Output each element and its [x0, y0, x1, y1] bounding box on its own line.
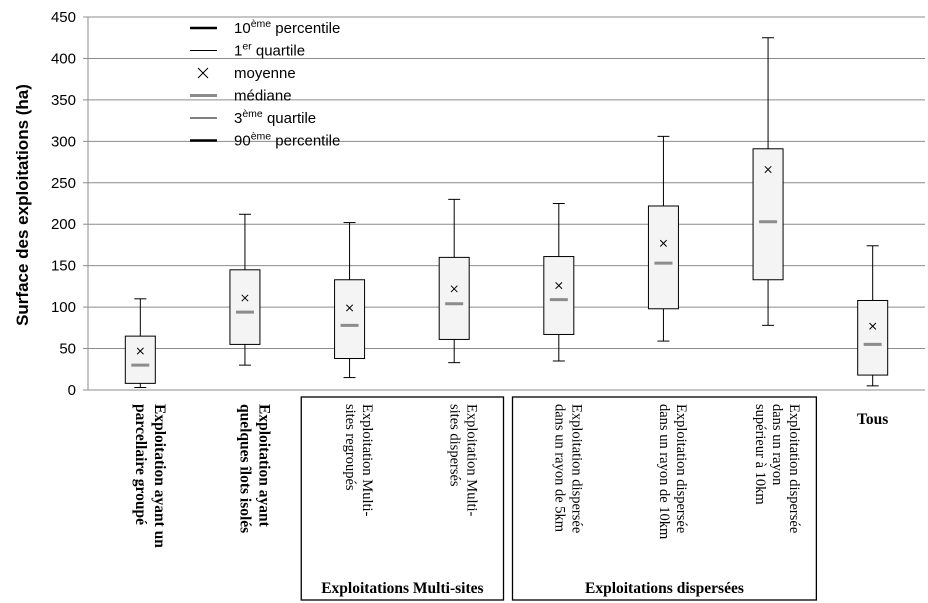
legend-label: médiane	[234, 88, 292, 105]
legend-item-p90: 90ème percentile	[190, 131, 340, 150]
legend-label: 1er quartile	[234, 41, 305, 60]
group-border	[511, 396, 818, 601]
box-4	[543, 203, 575, 362]
legend-item-p10: 10ème percentile	[190, 18, 340, 37]
mean-mark	[136, 347, 144, 355]
category-label-line: Exploitation ayant	[255, 404, 272, 528]
y-tick-label: 350	[51, 92, 76, 109]
category-label-3: Exploitation Multi-sites dispersés	[447, 404, 480, 517]
box-3	[438, 198, 470, 364]
iqr-box	[229, 269, 261, 345]
group-label: Exploitations Multi-sites	[321, 580, 483, 597]
box-5	[647, 135, 679, 342]
legend-label: 3ème quartile	[234, 108, 316, 127]
y-axis: 0 50 100 150 200 250 300 350 400 450	[51, 9, 925, 399]
legend-symbol	[197, 67, 209, 79]
legend-item-q1: 1er quartile	[190, 41, 305, 60]
box-series	[124, 37, 889, 389]
legend-item-q3: 3ème quartile	[190, 108, 316, 127]
category-label-line: dans un rayon de 10km	[656, 404, 672, 540]
iqr-box	[334, 279, 366, 360]
mean-mark	[659, 239, 667, 247]
category-label-line: supérieur à 10km	[752, 404, 768, 505]
category-label-line: sites dispersés	[447, 404, 463, 487]
category-label-line: Exploitation Multi-	[359, 404, 375, 517]
category-label-line: dans un rayon	[769, 404, 785, 486]
box-2	[334, 222, 366, 379]
box-0	[124, 298, 156, 389]
group-label: Exploitations dispersées	[585, 580, 744, 597]
category-label-line: sites regroupés	[342, 404, 358, 491]
mean-mark	[241, 294, 249, 302]
group-frame-0: Exploitations Multi-sites	[300, 396, 505, 601]
group-frame-1: Exploitations dispersées	[511, 396, 818, 601]
iqr-box	[857, 299, 889, 376]
category-label-line: Exploitation ayant un	[151, 404, 168, 548]
group-border	[300, 396, 505, 601]
gridlines	[88, 16, 925, 350]
y-tick-label: 450	[51, 9, 76, 26]
category-label-line: parcellaire groupé	[132, 404, 149, 525]
legend-item-mean: moyenne	[197, 65, 296, 82]
category-label-text: Tous	[857, 411, 888, 428]
category-label-line: Exploitation dispersée	[673, 404, 689, 533]
group-frames: Exploitations Multi-sites Exploitations d…	[300, 396, 818, 601]
category-label-line: dans un rayon de 5km	[551, 404, 567, 533]
legend-label: 10ème percentile	[234, 18, 340, 37]
y-axis-label: Surface des exploitations (ha)	[13, 84, 32, 326]
mean-mark	[450, 285, 458, 293]
box-6	[752, 37, 784, 326]
mean-mark	[555, 282, 563, 290]
mean-mark	[346, 304, 354, 312]
category-label-line: Exploitation Multi-	[464, 404, 480, 517]
y-tick-label: 400	[51, 50, 76, 67]
category-label-7: Tous	[857, 411, 888, 428]
legend-item-median: médiane	[190, 88, 292, 105]
iqr-box	[438, 256, 470, 340]
box-1	[229, 213, 261, 366]
legend: 10ème percentile 1er quartile moyenne média…	[190, 18, 340, 150]
box-7	[857, 245, 889, 387]
category-label-line: quelques îlots isolés	[236, 404, 253, 533]
y-tick-label: 0	[68, 382, 76, 399]
iqr-box	[543, 256, 575, 335]
category-label-line: Exploitation dispersée	[786, 404, 802, 533]
y-tick-label: 300	[51, 133, 76, 150]
mean-mark	[764, 165, 772, 174]
y-tick-label: 50	[59, 341, 76, 358]
iqr-box	[124, 335, 156, 384]
y-tick-label: 250	[51, 175, 76, 192]
iqr-box	[752, 148, 784, 281]
legend-label: moyenne	[234, 65, 296, 82]
iqr-box	[647, 205, 679, 310]
y-tick-label: 200	[51, 216, 76, 233]
y-tick-label: 100	[51, 299, 76, 316]
y-tick-label: 150	[51, 258, 76, 275]
mean-mark	[869, 322, 877, 330]
legend-label: 90ème percentile	[234, 131, 340, 150]
category-label-line: Exploitation dispersée	[568, 404, 584, 533]
category-label-2: Exploitation Multi-sites regroupés	[342, 404, 375, 517]
